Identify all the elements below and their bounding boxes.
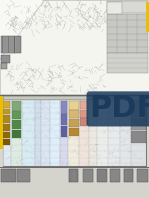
Bar xyxy=(17,169,30,182)
Bar xyxy=(3,101,10,108)
Bar xyxy=(3,139,10,145)
Bar xyxy=(80,101,88,109)
Bar xyxy=(131,118,146,130)
Bar xyxy=(41,100,50,166)
Bar xyxy=(124,169,133,182)
Bar xyxy=(131,100,146,166)
Bar xyxy=(110,169,120,182)
Bar xyxy=(61,126,67,137)
Bar xyxy=(3,124,10,131)
Bar xyxy=(1,55,10,63)
Bar xyxy=(61,101,67,114)
Text: PDF: PDF xyxy=(90,94,149,123)
Bar xyxy=(69,169,78,182)
Bar xyxy=(0,0,149,94)
Bar xyxy=(69,119,79,127)
Bar xyxy=(3,96,146,166)
Bar xyxy=(3,96,146,100)
Bar xyxy=(12,111,21,119)
Bar xyxy=(97,100,108,166)
Bar xyxy=(22,100,35,166)
Bar xyxy=(11,100,22,166)
Bar xyxy=(61,114,67,125)
Bar xyxy=(107,2,122,14)
Bar xyxy=(1,169,16,182)
Bar xyxy=(68,100,79,166)
Bar xyxy=(79,100,89,166)
Bar xyxy=(50,100,60,166)
Bar xyxy=(83,169,93,182)
Bar xyxy=(80,110,88,118)
Bar xyxy=(108,100,120,166)
Polygon shape xyxy=(0,0,42,63)
Bar xyxy=(60,100,68,166)
Bar xyxy=(89,100,97,166)
Bar xyxy=(69,101,79,110)
Bar xyxy=(12,101,21,111)
Bar xyxy=(120,100,131,166)
Bar xyxy=(69,128,79,136)
Bar xyxy=(15,36,21,53)
Bar xyxy=(35,100,41,166)
Bar xyxy=(146,2,149,32)
Bar xyxy=(97,169,107,182)
Bar xyxy=(131,101,146,117)
Bar xyxy=(69,110,79,118)
Bar xyxy=(107,1,148,13)
Bar xyxy=(107,53,148,73)
Bar xyxy=(3,115,10,123)
Bar xyxy=(0,96,3,149)
Bar xyxy=(137,169,148,182)
Bar xyxy=(0,167,149,198)
Bar xyxy=(131,131,146,143)
Bar xyxy=(1,36,15,53)
Bar xyxy=(107,14,148,53)
Bar xyxy=(3,100,11,166)
Bar xyxy=(3,132,10,138)
Bar xyxy=(12,120,21,129)
Bar xyxy=(1,63,7,69)
Bar xyxy=(3,109,10,114)
Bar xyxy=(12,130,21,138)
Bar xyxy=(80,118,88,126)
